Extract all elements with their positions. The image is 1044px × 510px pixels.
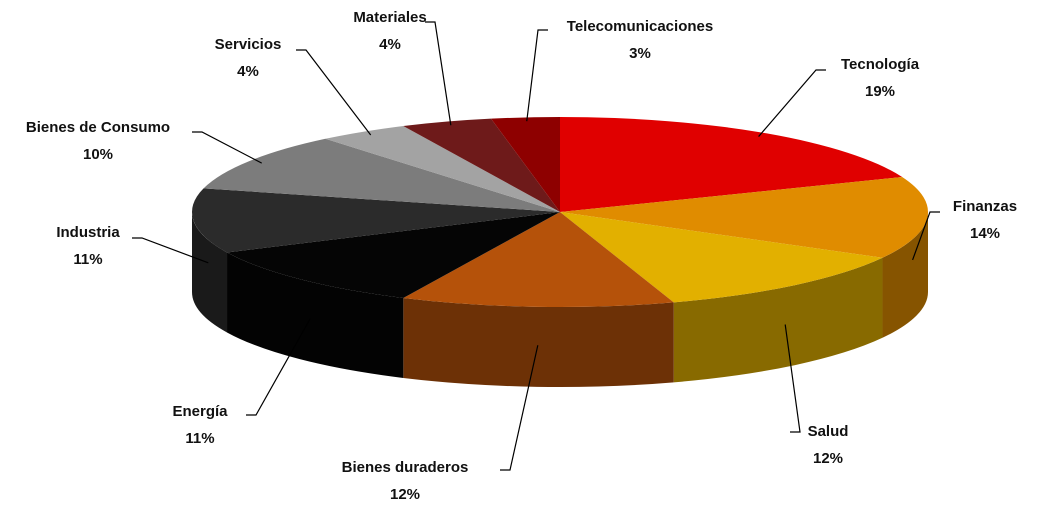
slice-side	[227, 252, 404, 378]
slice-label: Industria	[56, 224, 120, 241]
slice-value-label: 3%	[629, 45, 651, 62]
slice-value-label: 4%	[237, 63, 259, 80]
slice-label: Tecnología	[841, 56, 920, 73]
leader-line	[526, 29, 548, 122]
slice-value-label: 4%	[379, 36, 401, 53]
slice	[560, 117, 903, 212]
slice-value-label: 19%	[865, 83, 895, 100]
slice-label: Materiales	[353, 9, 426, 26]
slice-side	[192, 212, 228, 333]
slice-label: Bienes de Consumo	[26, 119, 170, 136]
slice	[203, 138, 560, 212]
slice-label: Bienes duraderos	[342, 459, 469, 476]
slice-label: Finanzas	[953, 198, 1017, 215]
slice-side	[882, 212, 928, 338]
leader-line	[912, 211, 940, 261]
slice-label: Energía	[172, 403, 228, 420]
slice-value-label: 12%	[813, 450, 843, 467]
slice-side	[403, 297, 674, 387]
leader-line	[296, 49, 372, 136]
leader-line	[758, 69, 826, 137]
slice-side	[673, 257, 883, 383]
leader-line	[132, 237, 209, 264]
leader-line	[500, 345, 539, 471]
leader-line	[192, 131, 262, 164]
slice	[560, 212, 883, 303]
slice	[227, 212, 560, 298]
leader-line	[784, 324, 801, 433]
slice-label: Salud	[808, 423, 849, 440]
slice	[192, 188, 560, 253]
slice-label: Telecomunicaciones	[567, 18, 713, 35]
leader-line	[246, 318, 311, 416]
slice-value-label: 10%	[83, 146, 113, 163]
slice-value-label: 12%	[390, 486, 420, 503]
slice	[491, 117, 560, 212]
slice	[560, 177, 929, 258]
slice-label: Servicios	[215, 36, 282, 53]
slice	[325, 126, 560, 212]
slice-value-label: 14%	[970, 225, 1000, 242]
slice-value-label: 11%	[185, 430, 214, 447]
slice-value-label: 11%	[73, 251, 102, 268]
slice	[403, 212, 674, 307]
slice	[403, 118, 560, 212]
leader-line	[425, 21, 452, 126]
